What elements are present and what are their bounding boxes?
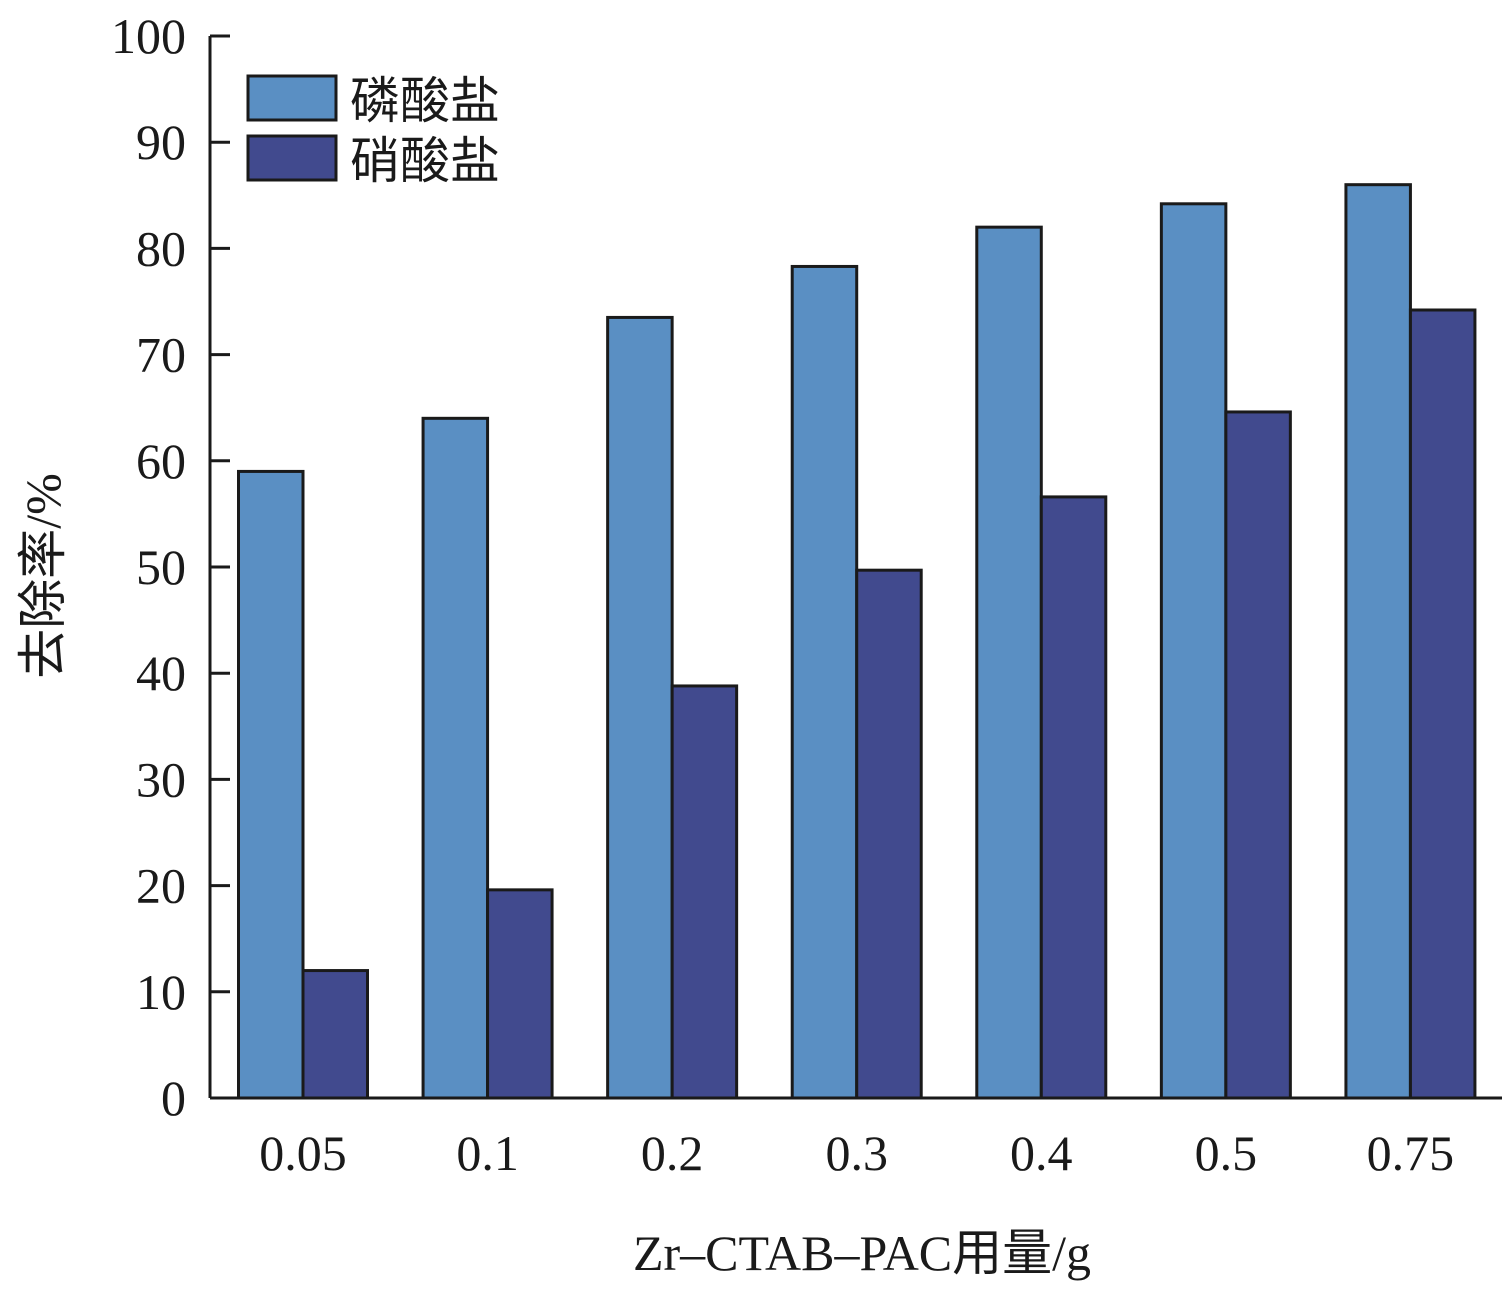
bar-phosphate: [421, 416, 490, 1100]
bar-nitrate: [855, 568, 923, 1100]
y-tick-label: 90: [136, 114, 186, 170]
x-tick-label: 0.3: [825, 1125, 888, 1181]
y-ticks-group: 0 10 20 30 40 50 60 70 80 90 100: [111, 8, 230, 1126]
y-tick-label: 0: [161, 1070, 186, 1126]
bar-phosphate: [606, 315, 674, 1100]
y-tick-label: 100: [111, 8, 186, 64]
bar-phosphate: [1159, 202, 1228, 1100]
x-tick-label: 0.1: [456, 1125, 519, 1181]
bar-nitrate: [1039, 495, 1108, 1100]
legend-swatch: [246, 134, 338, 182]
y-tick-label: 60: [136, 433, 186, 489]
bar-phosphate: [790, 264, 859, 1100]
y-tick-label: 40: [136, 645, 186, 701]
bar-nitrate: [1224, 410, 1292, 1100]
y-tick-label: 20: [136, 858, 186, 914]
y-tick-label: 50: [136, 539, 186, 595]
bar-nitrate: [301, 969, 369, 1100]
x-tick-label: 0.05: [259, 1125, 347, 1181]
y-tick-label: 30: [136, 751, 186, 807]
x-tick-label: 0.75: [1367, 1125, 1455, 1181]
bar-nitrate: [670, 684, 739, 1100]
bar-phosphate: [1344, 183, 1412, 1100]
x-axis-title: Zr–CTAB–PAC用量/g: [633, 1225, 1091, 1281]
y-tick-label: 10: [136, 964, 186, 1020]
bars-group: [237, 183, 1477, 1100]
x-tick-label: 0.5: [1195, 1125, 1258, 1181]
y-tick-label: 80: [136, 220, 186, 276]
y-tick-label: 70: [136, 327, 186, 383]
bar-phosphate: [237, 469, 305, 1100]
x-ticks-group: 0.05 0.1 0.2 0.3 0.4 0.5 0.75: [259, 1125, 1454, 1181]
bar-phosphate: [975, 225, 1043, 1100]
legend-label: 磷酸盐: [350, 73, 500, 129]
bar-nitrate: [486, 888, 554, 1100]
bar-nitrate: [1408, 308, 1477, 1100]
x-tick-label: 0.2: [641, 1125, 704, 1181]
legend-swatch: [246, 74, 338, 122]
y-axis-title: 去除率/%: [15, 473, 71, 679]
legend-label: 硝酸盐: [350, 133, 500, 189]
x-tick-label: 0.4: [1010, 1125, 1073, 1181]
